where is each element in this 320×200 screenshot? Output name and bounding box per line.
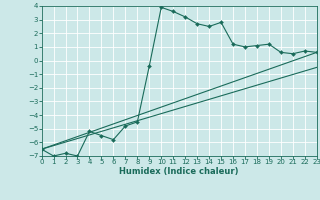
X-axis label: Humidex (Indice chaleur): Humidex (Indice chaleur) [119, 167, 239, 176]
